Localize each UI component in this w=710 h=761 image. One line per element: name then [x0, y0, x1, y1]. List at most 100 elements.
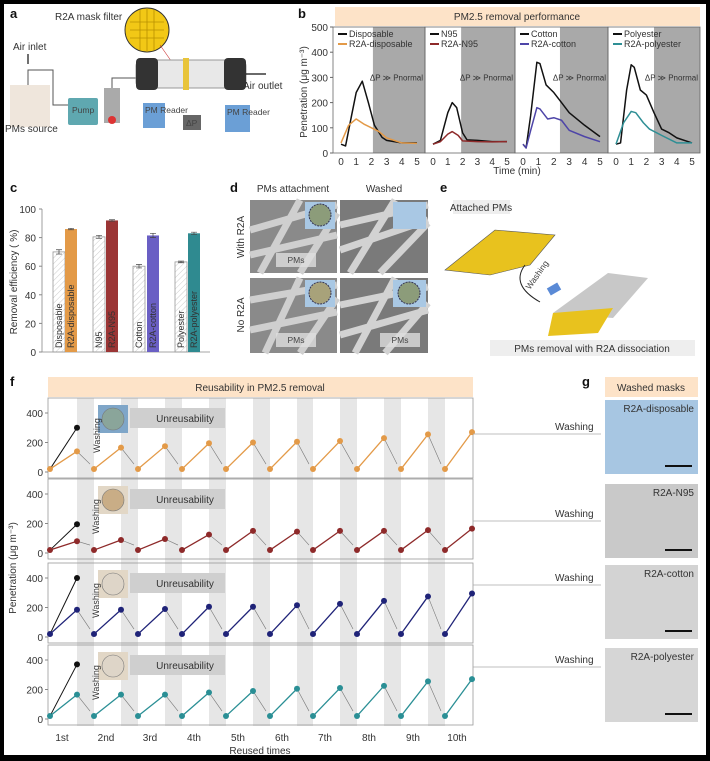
y-tick-label: 0 — [37, 715, 43, 726]
data-point — [162, 443, 168, 450]
y-tick-label: 200 — [26, 686, 43, 697]
washing-arrow — [208, 443, 223, 465]
washing-band — [384, 398, 401, 726]
y-tick-label: 400 — [26, 490, 43, 501]
fabric-dissociating — [553, 273, 648, 318]
pump-icon — [68, 98, 98, 125]
spray-bottle-icon — [546, 282, 562, 296]
data-point — [425, 678, 431, 685]
x-tick-label: 2 — [644, 157, 650, 168]
data-point — [337, 527, 343, 534]
data-point — [74, 691, 80, 698]
data-point — [135, 547, 141, 554]
cycle-line — [181, 606, 210, 635]
washing-arrow — [76, 694, 91, 712]
cycle-line — [312, 530, 341, 551]
washing-arrow — [120, 694, 135, 712]
cycle-line — [400, 596, 429, 635]
washing-arrow — [296, 531, 310, 546]
data-point — [398, 631, 404, 638]
data-point — [442, 631, 448, 638]
washing-band — [253, 398, 270, 726]
x-tick-label: 10th — [447, 733, 466, 744]
removal-caption: PMs removal with R2A dissociation — [514, 344, 670, 355]
mask-disc — [101, 488, 125, 512]
washing-arrow — [164, 446, 179, 465]
pms-source-icon — [10, 85, 50, 127]
data-point — [310, 713, 316, 720]
washing-band — [297, 398, 313, 726]
data-point — [162, 535, 168, 542]
data-point — [74, 606, 80, 613]
washing-label: Washing — [91, 583, 101, 618]
x-tick-label: 2 — [460, 157, 466, 168]
washing-arrow — [427, 596, 442, 630]
bar-r2a-n95 — [106, 220, 118, 352]
x-tick-label: 4 — [399, 157, 405, 168]
washing-arrow — [296, 441, 310, 465]
subplot-frame — [47, 644, 474, 726]
cycle-line — [181, 442, 210, 470]
row-label-no-r2a: No R2A — [236, 297, 247, 332]
bar-label: N95 — [94, 331, 104, 348]
data-point — [47, 466, 53, 473]
x-tick-label: 4 — [489, 157, 495, 168]
chart-c-ylabel: Removal efficiency ( %) — [9, 230, 20, 335]
data-point — [354, 466, 360, 473]
cycle-line — [356, 600, 385, 635]
unreusability-label: Unreusability — [156, 661, 214, 672]
cycle-line — [312, 603, 341, 635]
legend-label: R2A-polyester — [624, 39, 681, 49]
bar-r2a-polyester — [188, 233, 200, 352]
y-tick-label: 60 — [25, 262, 37, 273]
washing-arrow — [383, 530, 398, 546]
data-point — [469, 676, 475, 683]
chart-f-xlabel: Reused times — [229, 746, 290, 757]
cycle-line — [444, 431, 473, 470]
tube — [27, 69, 68, 106]
washed-masks-header — [605, 377, 698, 397]
cycle-line — [269, 441, 298, 470]
bar-label: R2A-N95 — [107, 311, 117, 348]
washed-mask-image — [605, 400, 698, 474]
data-point — [442, 466, 448, 473]
mask-disc — [101, 572, 125, 596]
data-point — [250, 439, 256, 446]
data-point — [162, 691, 168, 698]
unreusability-box — [130, 573, 225, 593]
bar-label: Cotton — [134, 321, 144, 348]
washing-arrow — [252, 690, 267, 712]
control-point — [74, 521, 80, 528]
air-inlet-label: Air inlet — [13, 42, 47, 53]
washed-mask-label: R2A-cotton — [644, 569, 694, 580]
mesh-grid — [130, 8, 164, 52]
cycle-line — [225, 690, 254, 717]
cycle-line — [49, 540, 78, 551]
subplot-frame — [47, 397, 474, 479]
x-tick-label: 3 — [659, 157, 665, 168]
x-tick-label: 5 — [689, 157, 695, 168]
data-point — [337, 438, 343, 445]
cycle-line — [225, 442, 254, 470]
x-tick-label: 0 — [613, 157, 619, 168]
legend-label: R2A-cotton — [531, 39, 576, 49]
bar-r2a-cotton — [147, 235, 159, 352]
y-tick-label: 0 — [37, 549, 43, 560]
data-point — [250, 687, 256, 694]
washing-arrow — [164, 608, 179, 630]
cycle-line — [400, 680, 429, 717]
data-point — [337, 600, 343, 607]
cycle-line — [49, 694, 78, 717]
data-point — [267, 466, 273, 473]
data-point — [267, 631, 273, 638]
washing-label: Washing — [555, 509, 594, 520]
data-point — [47, 713, 53, 720]
data-point — [179, 466, 185, 473]
data-point — [294, 528, 300, 535]
legend-label: R2A-disposable — [349, 39, 413, 49]
cycle-line — [269, 531, 298, 551]
data-point — [310, 547, 316, 554]
legend-label: Disposable — [349, 29, 394, 39]
control-point — [74, 424, 80, 431]
y-tick-label: 400 — [311, 48, 328, 59]
